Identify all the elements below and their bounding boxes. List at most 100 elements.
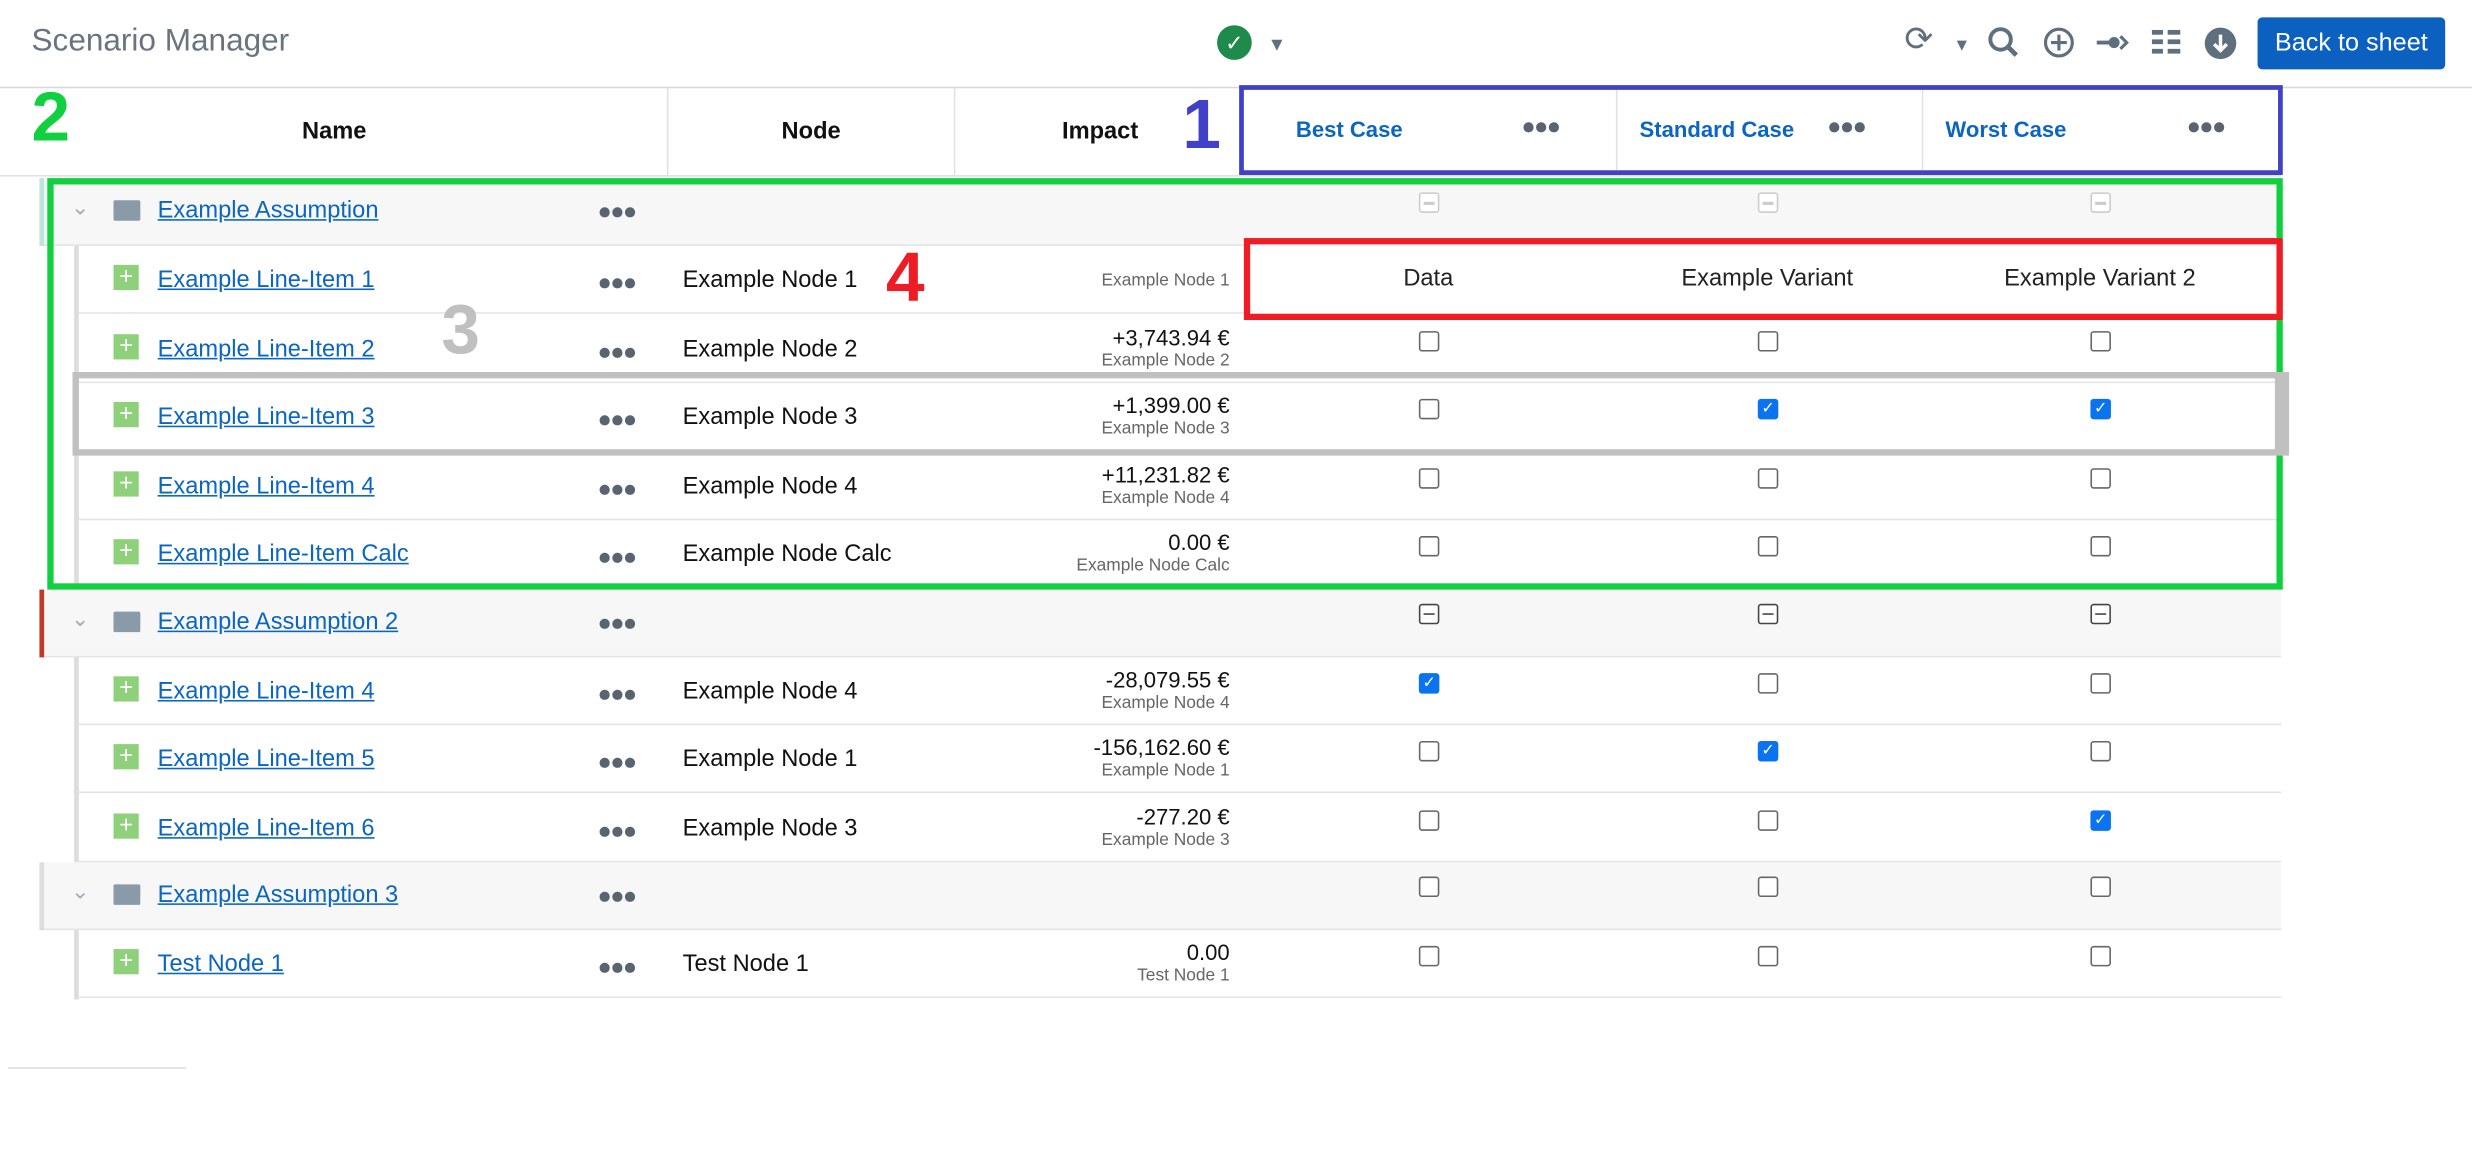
group-checkbox[interactable] (2090, 192, 2111, 213)
variant-checkbox[interactable] (1757, 672, 1779, 693)
node-cell: Example Node 3 (682, 403, 858, 431)
variant-checkbox[interactable] (1418, 398, 1440, 420)
variant-checkbox[interactable] (2090, 672, 2111, 693)
list-icon[interactable] (2150, 27, 2182, 65)
line-item-link[interactable]: Example Line-Item 5 (157, 745, 375, 773)
group-checkbox[interactable] (1418, 876, 1440, 898)
variant-checkbox[interactable]: ✓ (1757, 398, 1779, 420)
expand-plus-icon[interactable]: + (113, 744, 139, 770)
variant-checkbox[interactable] (2090, 467, 2111, 488)
download-icon[interactable] (2204, 27, 2237, 66)
expand-plus-icon[interactable]: + (113, 333, 139, 359)
refresh-icon[interactable]: ⟳ (1904, 18, 1934, 59)
group-checkbox[interactable] (1757, 192, 1779, 213)
more-icon[interactable]: ●●● (597, 748, 637, 776)
impact-cell: +11,231.82 € Example Node 4 (955, 462, 1229, 510)
variant-checkbox[interactable] (1757, 536, 1779, 557)
variant-checkbox[interactable] (1757, 467, 1779, 488)
variant-checkbox[interactable] (1757, 809, 1779, 831)
group-checkbox[interactable] (1418, 192, 1440, 213)
scenario-header-worst-case[interactable]: Worst Case (1945, 116, 2067, 142)
more-icon[interactable]: ●●● (597, 953, 637, 981)
variant-checkbox[interactable]: ✓ (2090, 398, 2111, 420)
status-check-icon[interactable]: ✓ (1217, 25, 1252, 60)
back-to-sheet-button[interactable]: Back to sheet (2257, 17, 2446, 70)
group-checkbox[interactable] (1757, 876, 1779, 898)
line-item-link[interactable]: Example Line-Item 1 (157, 266, 375, 294)
impact-node-label: Example Node Calc (1076, 556, 1230, 576)
variant-checkbox[interactable] (2090, 945, 2111, 967)
variant-checkbox[interactable] (1757, 330, 1779, 351)
caret-down-icon[interactable]: ▼ (1953, 36, 1971, 56)
group-checkbox[interactable] (1418, 603, 1440, 624)
column-header-name[interactable]: Name (301, 118, 367, 146)
variant-checkbox[interactable] (1418, 330, 1440, 351)
group-name-link[interactable]: Example Assumption 3 (157, 881, 399, 909)
scenario-header-best-case[interactable]: Best Case (1295, 116, 1403, 142)
expand-plus-icon[interactable]: + (113, 265, 139, 291)
more-icon[interactable]: ●●● (597, 817, 637, 845)
variant-checkbox[interactable] (2090, 740, 2111, 762)
line-item-link[interactable]: Example Line-Item 6 (157, 814, 375, 842)
variant-checkbox[interactable]: ✓ (1418, 672, 1440, 693)
variant-checkbox[interactable] (1418, 536, 1440, 557)
variant-checkbox[interactable] (1418, 740, 1440, 762)
line-item-link[interactable]: Example Line-Item 4 (157, 472, 375, 499)
line-item-link[interactable]: Example Line-Item Calc (157, 540, 409, 568)
chevron-down-icon[interactable]: ⌄ (70, 604, 90, 630)
table-row (78, 246, 2282, 314)
folder-icon (113, 200, 141, 221)
line-item-link[interactable]: Example Line-Item 3 (157, 403, 375, 431)
group-checkbox[interactable] (2090, 876, 2111, 898)
chevron-down-icon[interactable]: ⌄ (70, 193, 90, 220)
scenario-header-standard-case[interactable]: Standard Case (1639, 116, 1795, 142)
search-icon[interactable] (1986, 25, 2021, 66)
scenario-more-icon[interactable]: ●●● (1827, 113, 1867, 141)
impact-cell: Example Node 1 (955, 270, 1229, 294)
chevron-down-icon[interactable]: ⌄ (70, 878, 90, 904)
variant-checkbox[interactable] (2090, 536, 2111, 557)
variant-checkbox[interactable]: ✓ (1757, 740, 1779, 762)
caret-down-icon[interactable]: ▼ (1267, 33, 1287, 56)
column-header-node[interactable]: Node (668, 88, 956, 175)
impact-cell: -277.20 € Example Node 3 (955, 804, 1229, 852)
expand-plus-icon[interactable]: + (113, 675, 139, 701)
more-icon[interactable]: ●●● (597, 269, 637, 297)
expand-plus-icon[interactable]: + (113, 471, 139, 496)
line-item-link[interactable]: Example Line-Item 4 (157, 677, 375, 704)
variant-checkbox[interactable] (1757, 945, 1779, 967)
variant-checkbox[interactable] (1418, 467, 1440, 488)
table-row (78, 452, 2282, 520)
variant-checkbox[interactable] (2090, 330, 2111, 351)
group-name-link[interactable]: Example Assumption 2 (157, 607, 399, 635)
more-icon[interactable]: ●●● (597, 543, 637, 571)
line-item-link[interactable]: Example Line-Item 2 (157, 335, 375, 362)
line-item-link[interactable]: Test Node 1 (157, 950, 284, 978)
group-name-link[interactable]: Example Assumption (157, 197, 379, 224)
more-icon[interactable]: ●●● (597, 680, 637, 708)
more-icon[interactable]: ●●● (597, 475, 637, 503)
expand-plus-icon[interactable]: + (113, 949, 139, 975)
impact-node-label: Example Node 1 (1101, 761, 1230, 781)
more-icon[interactable]: ●●● (597, 609, 637, 637)
variant-checkbox[interactable] (1418, 809, 1440, 831)
group-checkbox[interactable] (1757, 603, 1779, 624)
more-icon[interactable]: ●●● (597, 406, 637, 434)
arrow-link-icon[interactable] (2095, 27, 2130, 65)
variant-checkbox[interactable]: ✓ (2090, 809, 2111, 831)
expand-plus-icon[interactable]: + (113, 402, 139, 428)
scenario-more-icon[interactable]: ●●● (2186, 113, 2227, 141)
more-icon[interactable]: ●●● (597, 882, 637, 910)
group-checkbox[interactable] (2090, 603, 2111, 624)
impact-value: -28,079.55 € (1105, 666, 1230, 692)
expand-plus-icon[interactable]: + (113, 539, 139, 565)
impact-value: +1,399.00 € (1112, 392, 1230, 418)
variant-checkbox[interactable] (1418, 945, 1440, 967)
plus-circle-icon[interactable] (2042, 25, 2077, 66)
more-icon[interactable]: ●●● (597, 338, 637, 365)
more-icon[interactable]: ●●● (597, 198, 637, 226)
column-header-impact[interactable]: Impact (1061, 118, 1139, 146)
scenario-more-icon[interactable]: ●●● (1521, 113, 1561, 141)
expand-plus-icon[interactable]: + (113, 813, 139, 838)
